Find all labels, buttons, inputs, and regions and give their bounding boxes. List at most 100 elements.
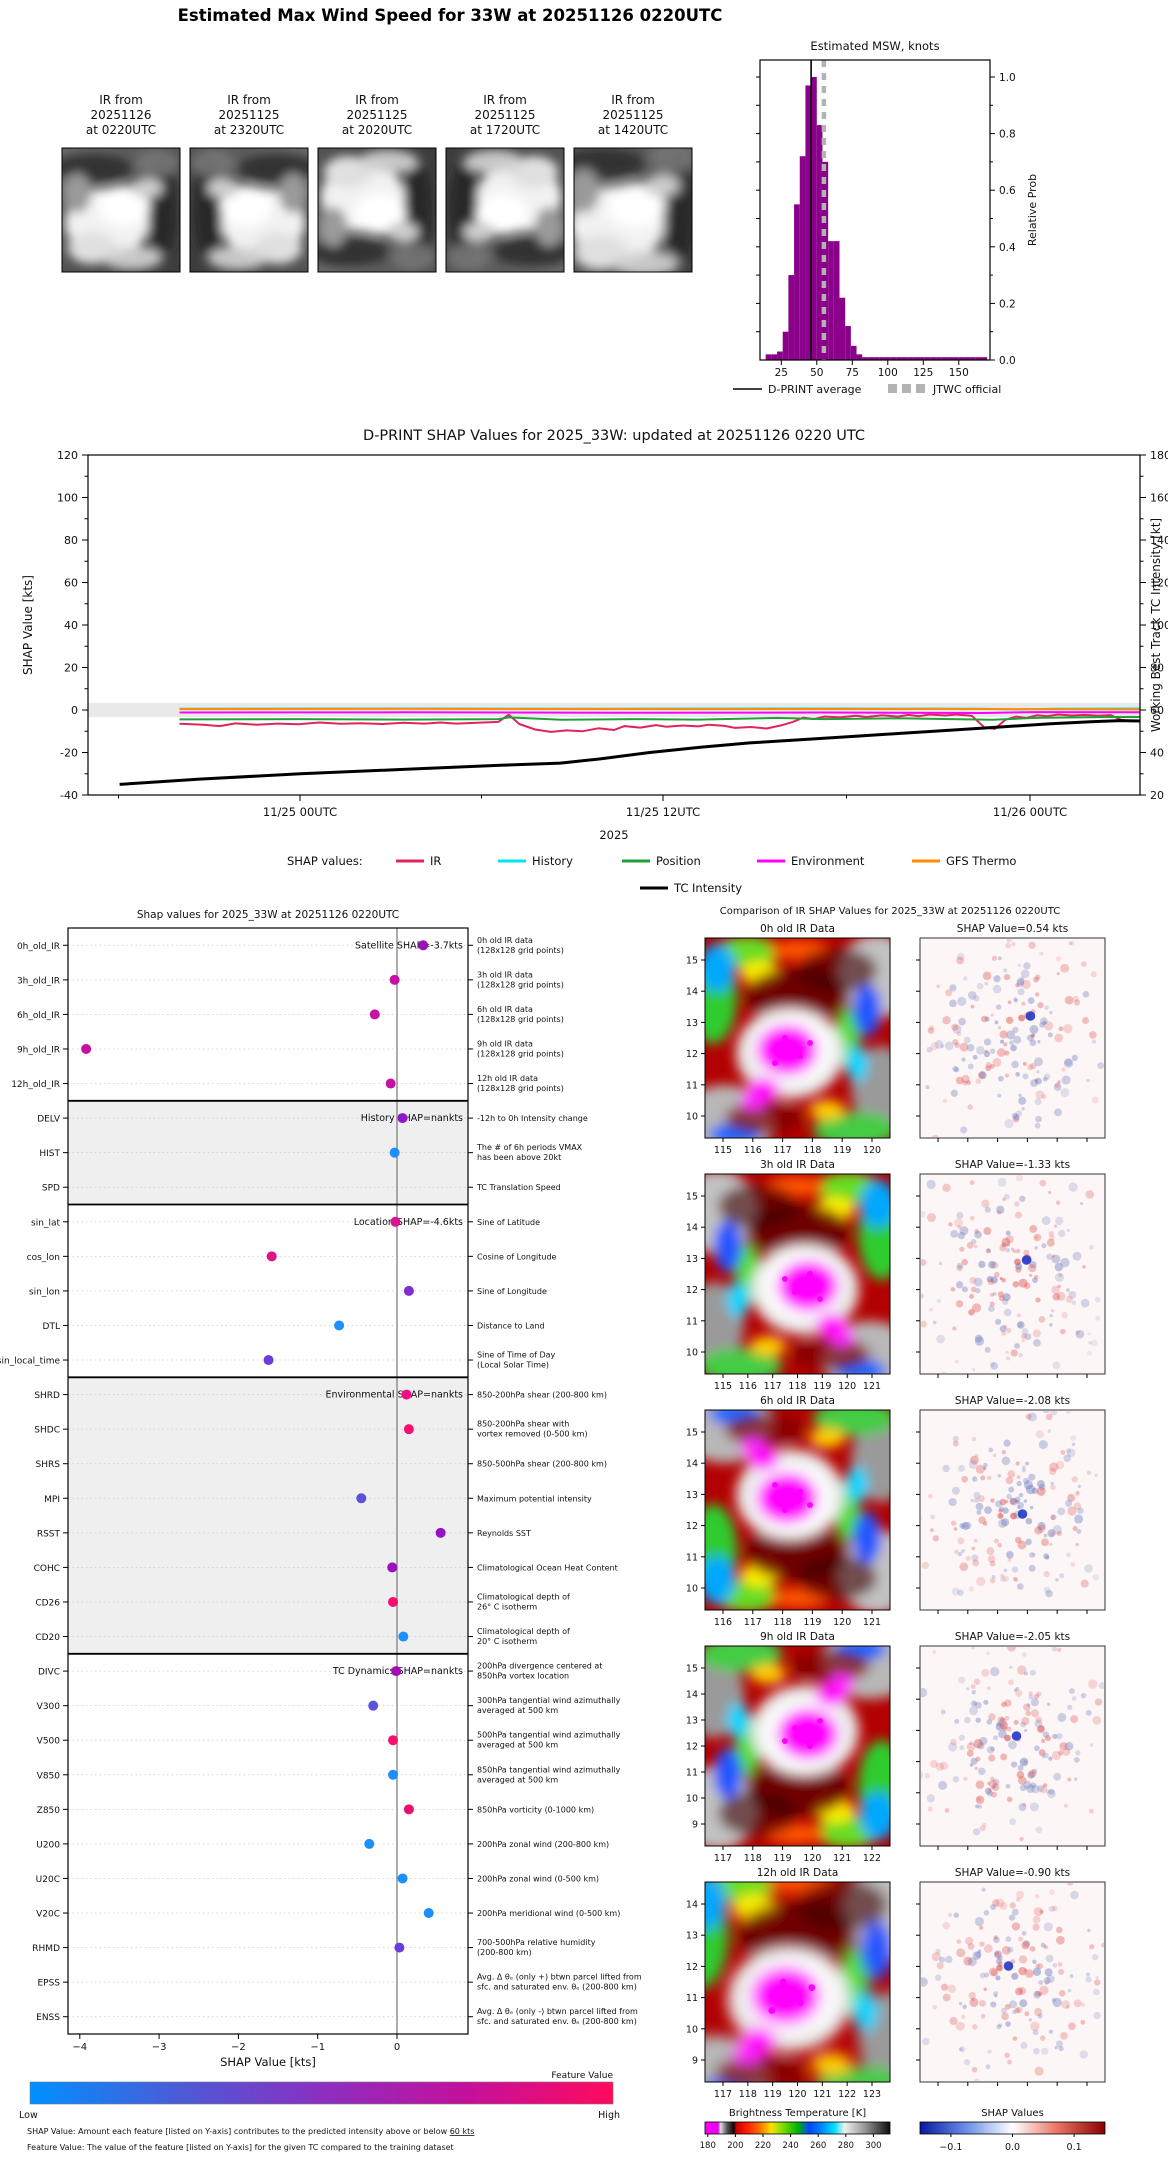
legend-item-history: History [532,854,573,868]
bt-colorbar-tick: 260 [810,2141,826,2151]
feature-label: SHDC [34,1426,60,1436]
shap-dot [401,1389,412,1400]
ts-y-tick-right: 120 [1150,577,1168,590]
ir-x-tick: 116 [714,1617,732,1628]
feature-label: SPD [42,1184,60,1194]
ir-x-tick: 119 [803,1617,821,1628]
shap-panel-title: SHAP Value=-2.08 kts [955,1395,1070,1407]
ts-x-label: 2025 [599,828,628,842]
svg-text:Avg. Δ θₑ (only -) btwn parcel: Avg. Δ θₑ (only -) btwn parcel lifted fr… [477,2007,638,2016]
ir-y-tick: 11 [686,1080,698,1091]
feature-desc: 0h old IR data(128x128 grid points) [477,936,564,955]
shap-dot [403,1285,414,1296]
ir-y-tick: 12 [686,1049,698,1060]
hist-bar [907,357,914,360]
shap-image-bg [919,1173,1106,1375]
shap-dot [263,1355,274,1366]
ir-x-tick: 123 [863,2089,881,2100]
shap-dot [435,1527,446,1538]
feature-desc: 700-500hPa relative humidity(200-800 km) [477,1938,596,1957]
svg-text:500hPa tangential wind azimuth: 500hPa tangential wind azimuthally [477,1731,621,1740]
ir-thumbnail-label: IR from [483,93,527,107]
feature-desc: Maximum potential intensity [477,1494,592,1503]
hist-y-label: Relative Prob [1026,174,1039,246]
hist-bar [782,331,789,360]
legend-item-position: Position [656,854,701,868]
timeseries-title: D-PRINT SHAP Values for 2025_33W: update… [363,428,865,444]
ts-y-tick-right: 60 [1150,704,1164,717]
hist-bar [890,357,897,360]
ir-y-tick: 15 [686,1664,698,1675]
ir-y-tick: 15 [686,1192,698,1203]
ir-y-tick: 10 [686,1584,698,1595]
comparison-row: 0h old IR Data SHAP Value=0.54 kts 15 14 13 1… [686,923,1106,1156]
bt-colorbar-tick: 180 [700,2141,716,2151]
svg-text:Avg. Δ θₑ (only +) btwn parcel: Avg. Δ θₑ (only +) btwn parcel lifted fr… [477,1973,642,1982]
shap-speckle-image [921,1647,1104,1842]
hist-x-tick: 150 [949,367,969,379]
ts-y-tick-left: 60 [64,577,78,590]
feature-value-colorbar: Feature Value Low High [19,2071,620,2121]
ir-thumbnail-label: at 1420UTC [598,123,668,137]
hist-bar [901,357,908,360]
feature-label: 12h_old_IR [11,1080,60,1090]
dotplot-x-tick: −2 [231,2042,246,2053]
svg-text:Distance to Land: Distance to Land [477,1321,545,1330]
feature-desc: Climatological Ocean Heat Content [477,1563,618,1572]
svg-text:Climatological depth of: Climatological depth of [477,1627,570,1636]
svg-text:Sine of Latitude: Sine of Latitude [477,1218,540,1227]
ir-thumbnail-label: IR from [227,93,271,107]
ts-y-tick-left: 80 [64,534,78,547]
svg-text:averaged at 500 km: averaged at 500 km [477,1706,558,1715]
shap-dot [397,1873,408,1884]
feature-desc: 300hPa tangential wind azimuthallyaverag… [477,1696,621,1715]
hist-x-tick: 125 [913,367,933,379]
feature-desc: Reynolds SST [477,1529,531,1538]
hist-bar [788,275,795,360]
ir-x-tick: 117 [714,1853,732,1864]
shap-dot [403,1804,414,1815]
feature-colorbar-low: Low [19,2110,38,2121]
feature-label: DTL [43,1322,60,1332]
hist-bar [765,354,772,360]
ir-x-tick: 120 [803,1853,821,1864]
feature-desc: TC Translation Speed [476,1183,561,1192]
feature-label: CD20 [35,1633,60,1643]
hist-bar [879,357,885,360]
ir-thumbnail-label: 20251125 [218,108,279,122]
dotplot-x-tick: −3 [152,2042,167,2053]
feature-colorbar-high: High [598,2110,620,2121]
ts-x-tick: 11/25 00UTC [263,805,337,819]
hist-bar [771,354,778,360]
ir-panel-title: 9h old IR Data [760,1631,835,1643]
ir-y-tick: 15 [686,1428,698,1439]
ir-x-tick: 120 [838,1381,856,1392]
feature-label: V20C [36,1910,60,1920]
ir-y-tick: 13 [686,1490,698,1501]
ir-thumbnail-label: 20251125 [602,108,663,122]
ir-color-image [678,1623,918,1850]
svg-text:300hPa tangential wind azimuth: 300hPa tangential wind azimuthally [477,1696,621,1705]
feature-label: RSST [37,1529,61,1539]
hist-bar [845,326,851,360]
feature-desc: 12h old IR data(128x128 grid points) [477,1074,564,1093]
comparison-row: 9h old IR Data SHAP Value=-2.05 kts 15 14 13… [678,1623,1106,1864]
ir-x-tick: 118 [774,1617,792,1628]
ir-panel-title: 0h old IR Data [760,923,835,935]
ir-x-tick: 120 [863,1145,881,1156]
svg-text:20° C isotherm: 20° C isotherm [477,1637,537,1646]
ir-color-image [678,1170,918,1397]
hist-y-tick: 0.6 [999,185,1016,197]
svg-text:(Local Solar Time): (Local Solar Time) [477,1361,549,1370]
ts-y-tick-left: 40 [64,619,78,632]
ir-x-tick: 116 [739,1381,757,1392]
ir-y-tick: 14 [686,1900,698,1911]
shap-speckle-image [925,939,1104,1137]
ts-x-tick: 11/26 00UTC [993,805,1067,819]
ir-y-tick: 10 [686,1112,698,1123]
shap-dot [390,1216,401,1227]
svg-text:3h old IR data: 3h old IR data [477,970,533,979]
ir-y-tick: 12 [686,1285,698,1296]
